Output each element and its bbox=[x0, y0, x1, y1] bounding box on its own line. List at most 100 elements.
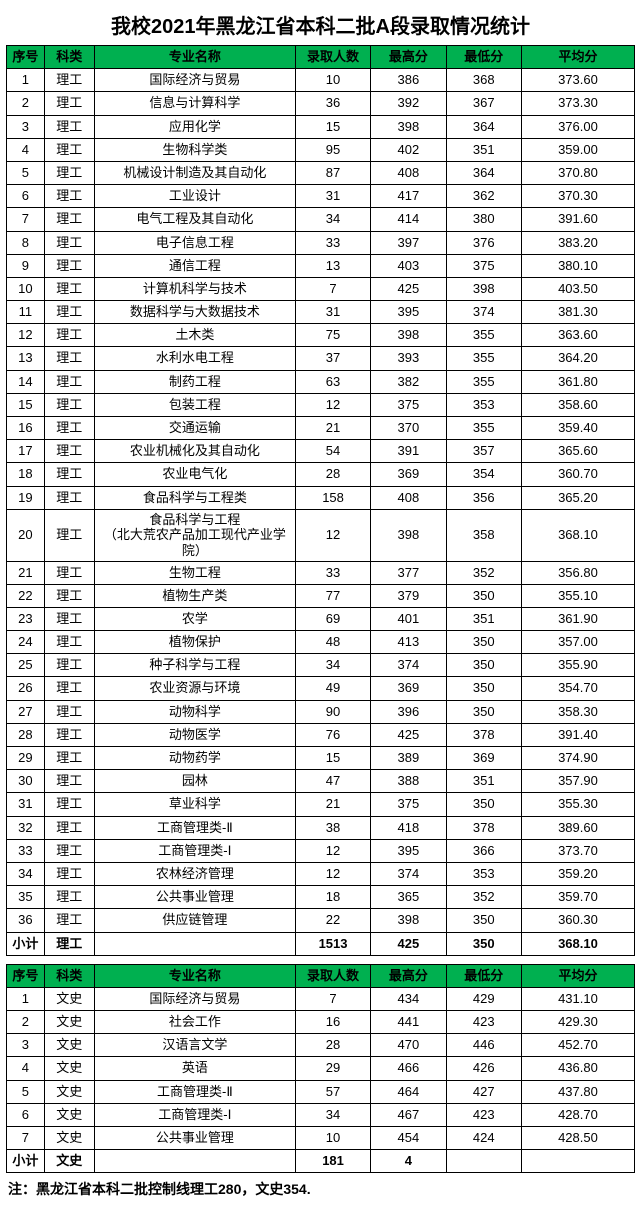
cell-idx: 8 bbox=[7, 231, 45, 254]
cell-cat: 文史 bbox=[44, 1103, 94, 1126]
cell-count: 1513 bbox=[295, 932, 370, 955]
cell-idx: 16 bbox=[7, 417, 45, 440]
cell-avg: 403.50 bbox=[521, 277, 634, 300]
table-row: 35理工公共事业管理18365352359.70 bbox=[7, 886, 635, 909]
cell-min: 364 bbox=[446, 161, 521, 184]
cell-max: 397 bbox=[371, 231, 446, 254]
cell-idx: 1 bbox=[7, 69, 45, 92]
cell-avg: 452.70 bbox=[521, 1034, 634, 1057]
cell-cat: 理工 bbox=[44, 463, 94, 486]
cell-max: 418 bbox=[371, 816, 446, 839]
cell-idx: 9 bbox=[7, 254, 45, 277]
cell-idx: 28 bbox=[7, 723, 45, 746]
cell-min: 350 bbox=[446, 793, 521, 816]
cell-count: 63 bbox=[295, 370, 370, 393]
cell-major: 计算机科学与技术 bbox=[94, 277, 295, 300]
table-row: 28理工动物医学76425378391.40 bbox=[7, 723, 635, 746]
header-min: 最低分 bbox=[446, 964, 521, 987]
cell-min: 350 bbox=[446, 677, 521, 700]
cell-min: 353 bbox=[446, 862, 521, 885]
cell-cat: 理工 bbox=[44, 654, 94, 677]
cell-cat: 理工 bbox=[44, 839, 94, 862]
cell-max: 369 bbox=[371, 463, 446, 486]
cell-min: 374 bbox=[446, 301, 521, 324]
cell-cat: 理工 bbox=[44, 607, 94, 630]
cell-avg: 428.50 bbox=[521, 1127, 634, 1150]
table-row: 15理工包装工程12375353358.60 bbox=[7, 393, 635, 416]
table-row: 24理工植物保护48413350357.00 bbox=[7, 631, 635, 654]
subtotal-row: 小计理工1513425350368.10 bbox=[7, 932, 635, 955]
cell-count: 15 bbox=[295, 747, 370, 770]
table-row: 10理工计算机科学与技术7425398403.50 bbox=[7, 277, 635, 300]
cell-min: 367 bbox=[446, 92, 521, 115]
cell-major: 工商管理类-Ⅰ bbox=[94, 1103, 295, 1126]
cell-count: 10 bbox=[295, 69, 370, 92]
cell-cat: 文史 bbox=[44, 1057, 94, 1080]
cell-idx: 18 bbox=[7, 463, 45, 486]
table-row: 13理工水利水电工程37393355364.20 bbox=[7, 347, 635, 370]
cell-idx: 2 bbox=[7, 1011, 45, 1034]
table-row: 9理工通信工程13403375380.10 bbox=[7, 254, 635, 277]
cell-count: 21 bbox=[295, 793, 370, 816]
cell-idx: 19 bbox=[7, 486, 45, 509]
subtotal-row: 小计文史1814 bbox=[7, 1150, 635, 1173]
table-row: 3文史汉语言文学28470446452.70 bbox=[7, 1034, 635, 1057]
cell-idx: 2 bbox=[7, 92, 45, 115]
cell-cat: 理工 bbox=[44, 254, 94, 277]
cell-major: 食品科学与工程（北大荒农产品加工现代产业学院） bbox=[94, 509, 295, 561]
table-row: 22理工植物生产类77379350355.10 bbox=[7, 584, 635, 607]
cell-avg: 360.70 bbox=[521, 463, 634, 486]
cell-count: 31 bbox=[295, 301, 370, 324]
cell-avg: 365.20 bbox=[521, 486, 634, 509]
cell-avg: 381.30 bbox=[521, 301, 634, 324]
cell-major: 电子信息工程 bbox=[94, 231, 295, 254]
cell-cat: 理工 bbox=[44, 347, 94, 370]
cell-max: 365 bbox=[371, 886, 446, 909]
cell-count: 36 bbox=[295, 92, 370, 115]
cell-count: 38 bbox=[295, 816, 370, 839]
cell-min: 380 bbox=[446, 208, 521, 231]
cell-count: 37 bbox=[295, 347, 370, 370]
cell-count: 34 bbox=[295, 1103, 370, 1126]
cell-count: 34 bbox=[295, 654, 370, 677]
header-cat: 科类 bbox=[44, 964, 94, 987]
cell-avg: 376.00 bbox=[521, 115, 634, 138]
cell-cat: 理工 bbox=[44, 393, 94, 416]
cell-avg: 355.30 bbox=[521, 793, 634, 816]
cell-avg: 358.60 bbox=[521, 393, 634, 416]
cell-major: 电气工程及其自动化 bbox=[94, 208, 295, 231]
table-row: 3理工应用化学15398364376.00 bbox=[7, 115, 635, 138]
cell-cat: 理工 bbox=[44, 677, 94, 700]
cell-count: 34 bbox=[295, 208, 370, 231]
table-row: 14理工制药工程63382355361.80 bbox=[7, 370, 635, 393]
cell-max: 417 bbox=[371, 185, 446, 208]
cell-major: 制药工程 bbox=[94, 370, 295, 393]
cell-idx: 24 bbox=[7, 631, 45, 654]
cell-min: 350 bbox=[446, 909, 521, 932]
cell-avg: 361.90 bbox=[521, 607, 634, 630]
cell-count: 75 bbox=[295, 324, 370, 347]
cell-major: 公共事业管理 bbox=[94, 1127, 295, 1150]
cell-avg: 383.20 bbox=[521, 231, 634, 254]
cell-idx: 7 bbox=[7, 208, 45, 231]
cell-idx: 25 bbox=[7, 654, 45, 677]
header-row: 序号 科类 专业名称 录取人数 最高分 最低分 平均分 bbox=[7, 964, 635, 987]
table-row: 6理工工业设计31417362370.30 bbox=[7, 185, 635, 208]
cell-cat: 理工 bbox=[44, 886, 94, 909]
cell-avg: 364.20 bbox=[521, 347, 634, 370]
cell-count: 21 bbox=[295, 417, 370, 440]
table-row: 23理工农学69401351361.90 bbox=[7, 607, 635, 630]
cell-min: 353 bbox=[446, 393, 521, 416]
cell-idx: 5 bbox=[7, 1080, 45, 1103]
cell-max: 467 bbox=[371, 1103, 446, 1126]
header-count: 录取人数 bbox=[295, 46, 370, 69]
cell-idx: 3 bbox=[7, 1034, 45, 1057]
cell-count: 48 bbox=[295, 631, 370, 654]
table-spacer bbox=[6, 956, 635, 964]
table-row: 5理工机械设计制造及其自动化87408364370.80 bbox=[7, 161, 635, 184]
cell-idx: 5 bbox=[7, 161, 45, 184]
cell-avg: 358.30 bbox=[521, 700, 634, 723]
cell-count: 158 bbox=[295, 486, 370, 509]
cell-cat: 理工 bbox=[44, 231, 94, 254]
cell-count: 47 bbox=[295, 770, 370, 793]
